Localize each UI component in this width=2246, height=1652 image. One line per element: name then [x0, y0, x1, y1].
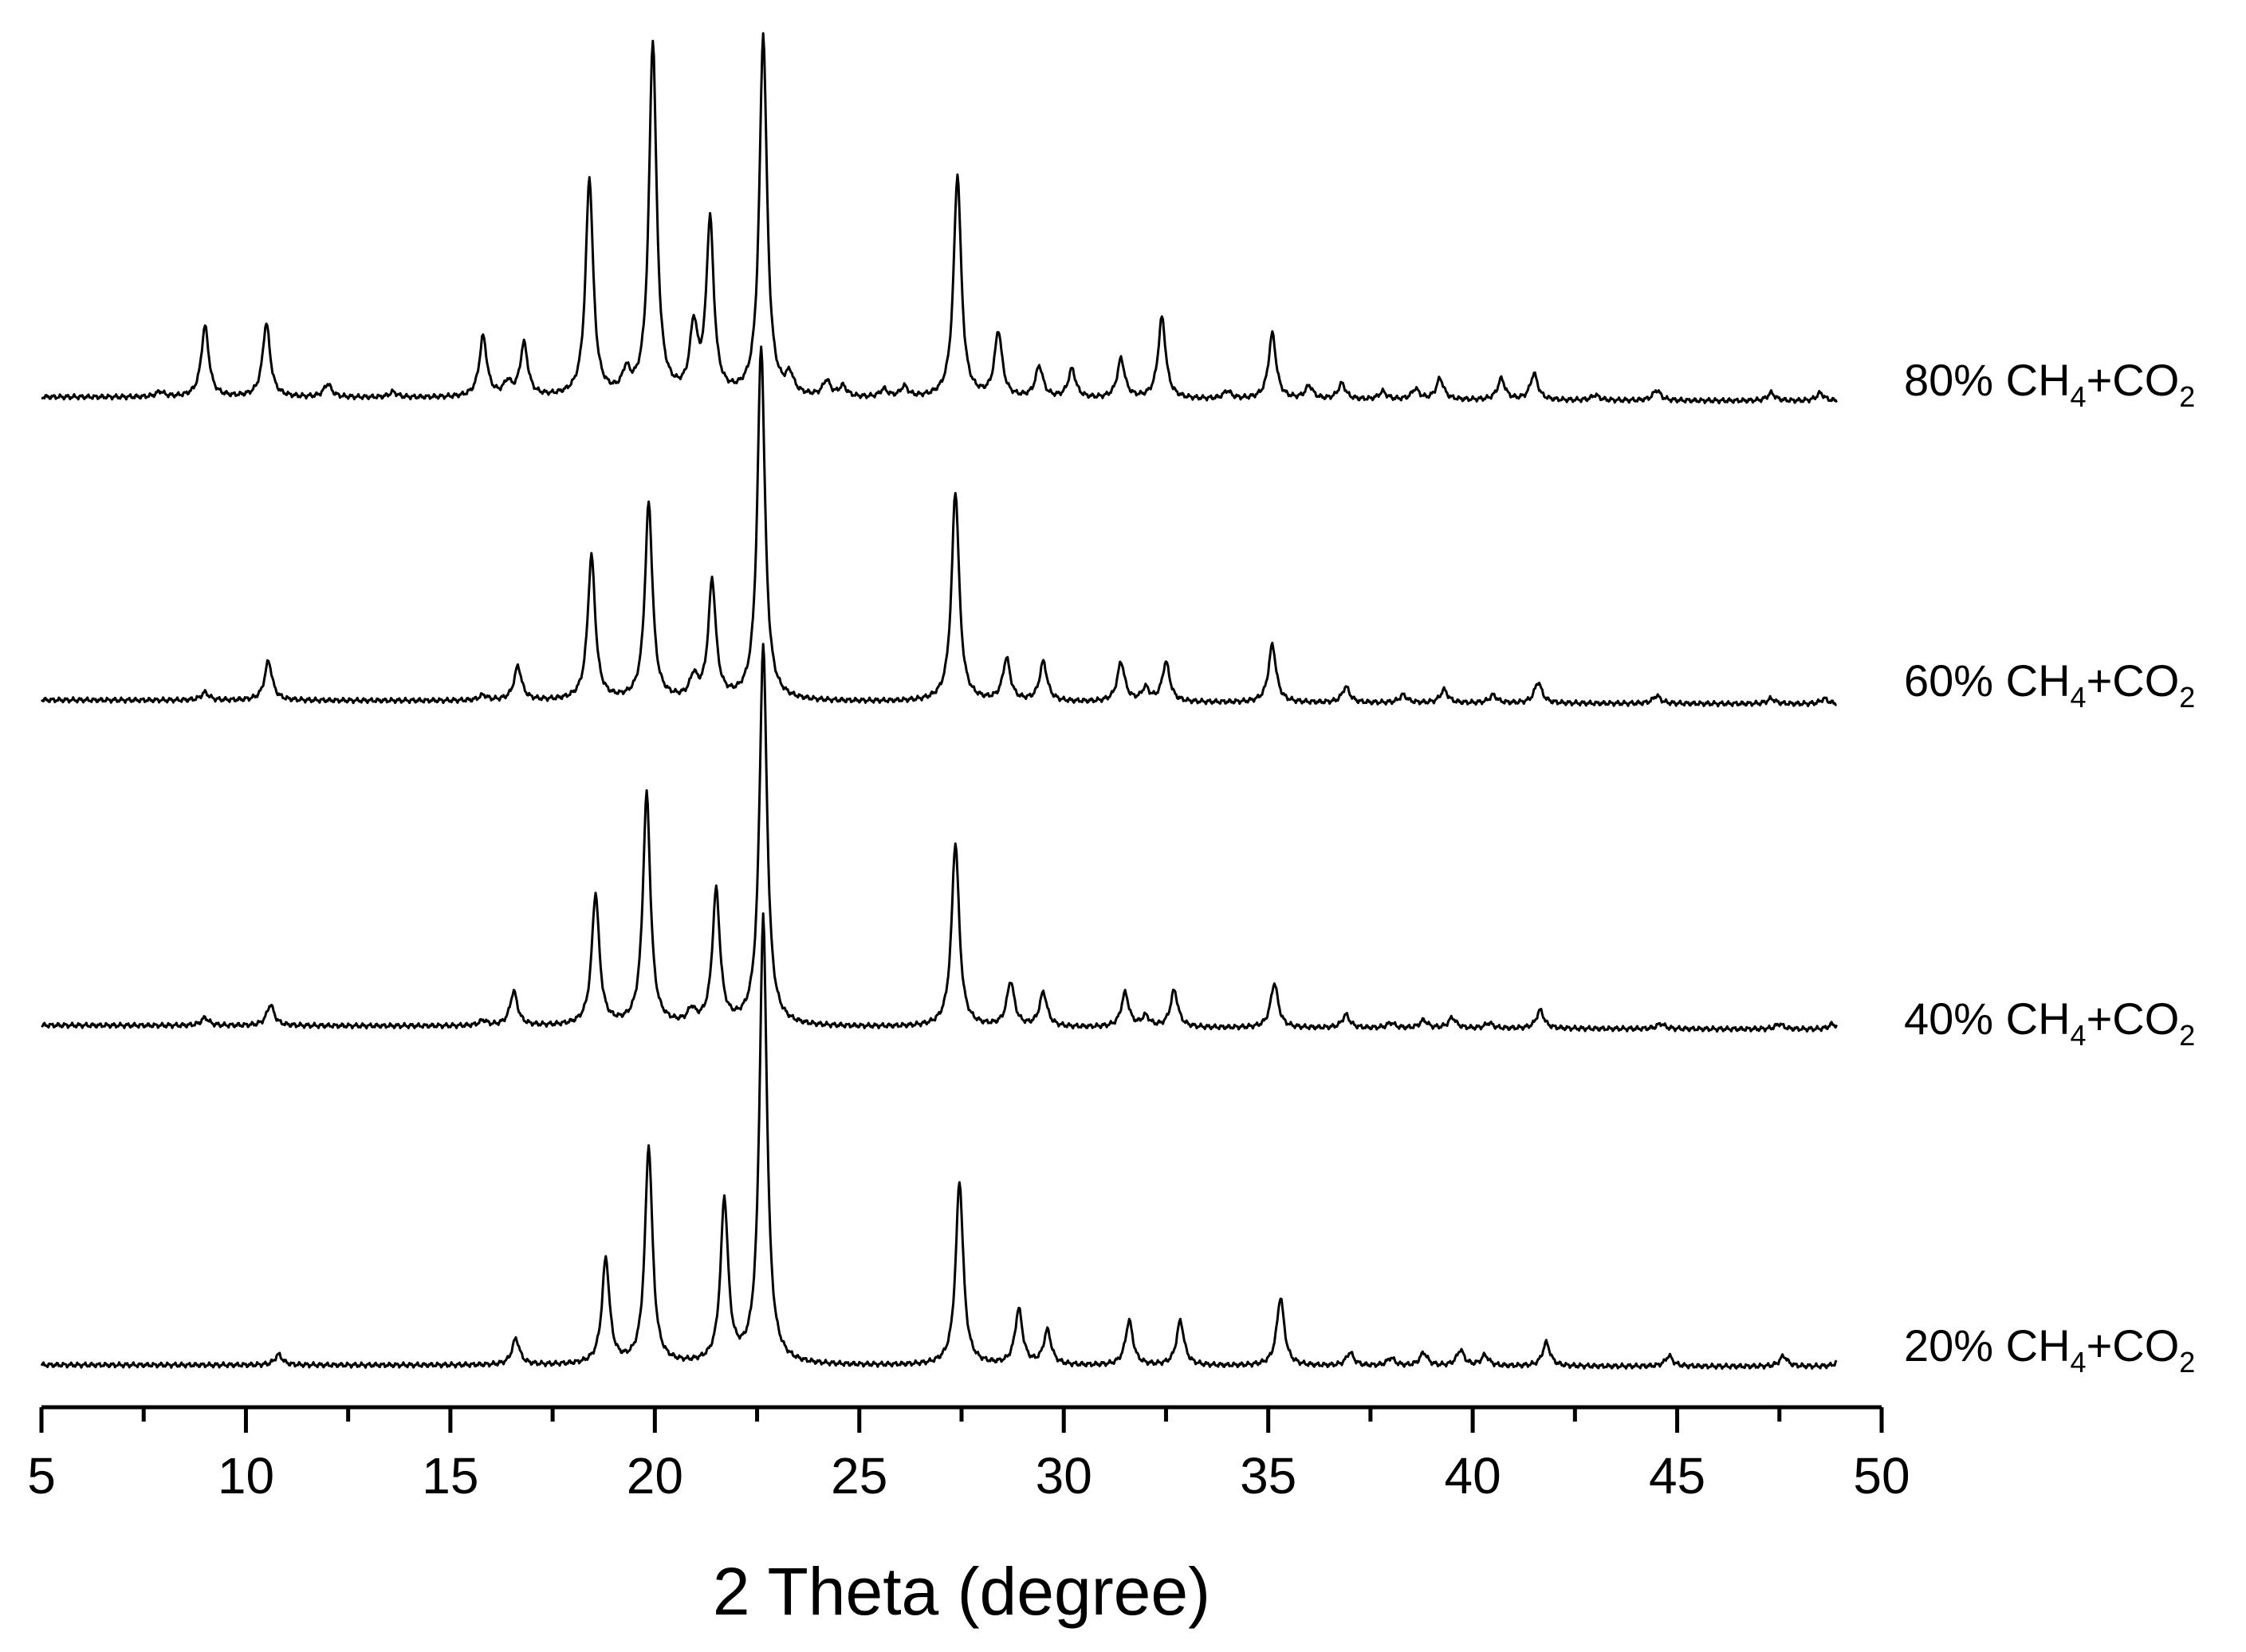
- x-tick-label: 25: [831, 1447, 887, 1504]
- x-tick-label: 35: [1240, 1447, 1296, 1504]
- series-label-80pct: 80% CH4+CO2: [1904, 355, 2195, 413]
- series-label-40pct: 40% CH4+CO2: [1904, 993, 2195, 1052]
- x-tick-label: 5: [27, 1447, 56, 1504]
- x-axis: 5 10 15 20 25 30 35 40 45 50 2 Theta (degree): [27, 1405, 1910, 1629]
- diffraction-traces: [40, 32, 1838, 1371]
- x-tick-label: 50: [1853, 1447, 1910, 1504]
- x-tick-label: 40: [1445, 1447, 1501, 1504]
- trace-80pct: [41, 32, 1838, 405]
- x-tick-label: 45: [1649, 1447, 1705, 1504]
- series-labels: 80% CH4+CO2 60% CH4+CO2 40% CH4+CO2 20% CH4…: [1904, 355, 2195, 1379]
- series-label-20pct: 20% CH4+CO2: [1904, 1320, 2195, 1379]
- x-tick-label: 15: [422, 1447, 478, 1504]
- trace-20pct: [40, 912, 1838, 1371]
- trace-60pct: [40, 345, 1837, 708]
- x-tick-label: 20: [627, 1447, 683, 1504]
- series-label-60pct: 60% CH4+CO2: [1904, 655, 2195, 714]
- x-axis-tick-labels: 5 10 15 20 25 30 35 40 45 50: [27, 1447, 1910, 1504]
- x-tick-label: 10: [218, 1447, 274, 1504]
- trace-40pct: [41, 643, 1838, 1033]
- x-axis-title: 2 Theta (degree): [713, 1554, 1210, 1629]
- x-tick-label: 30: [1036, 1447, 1092, 1504]
- x-axis-ticks: [39, 1407, 1884, 1433]
